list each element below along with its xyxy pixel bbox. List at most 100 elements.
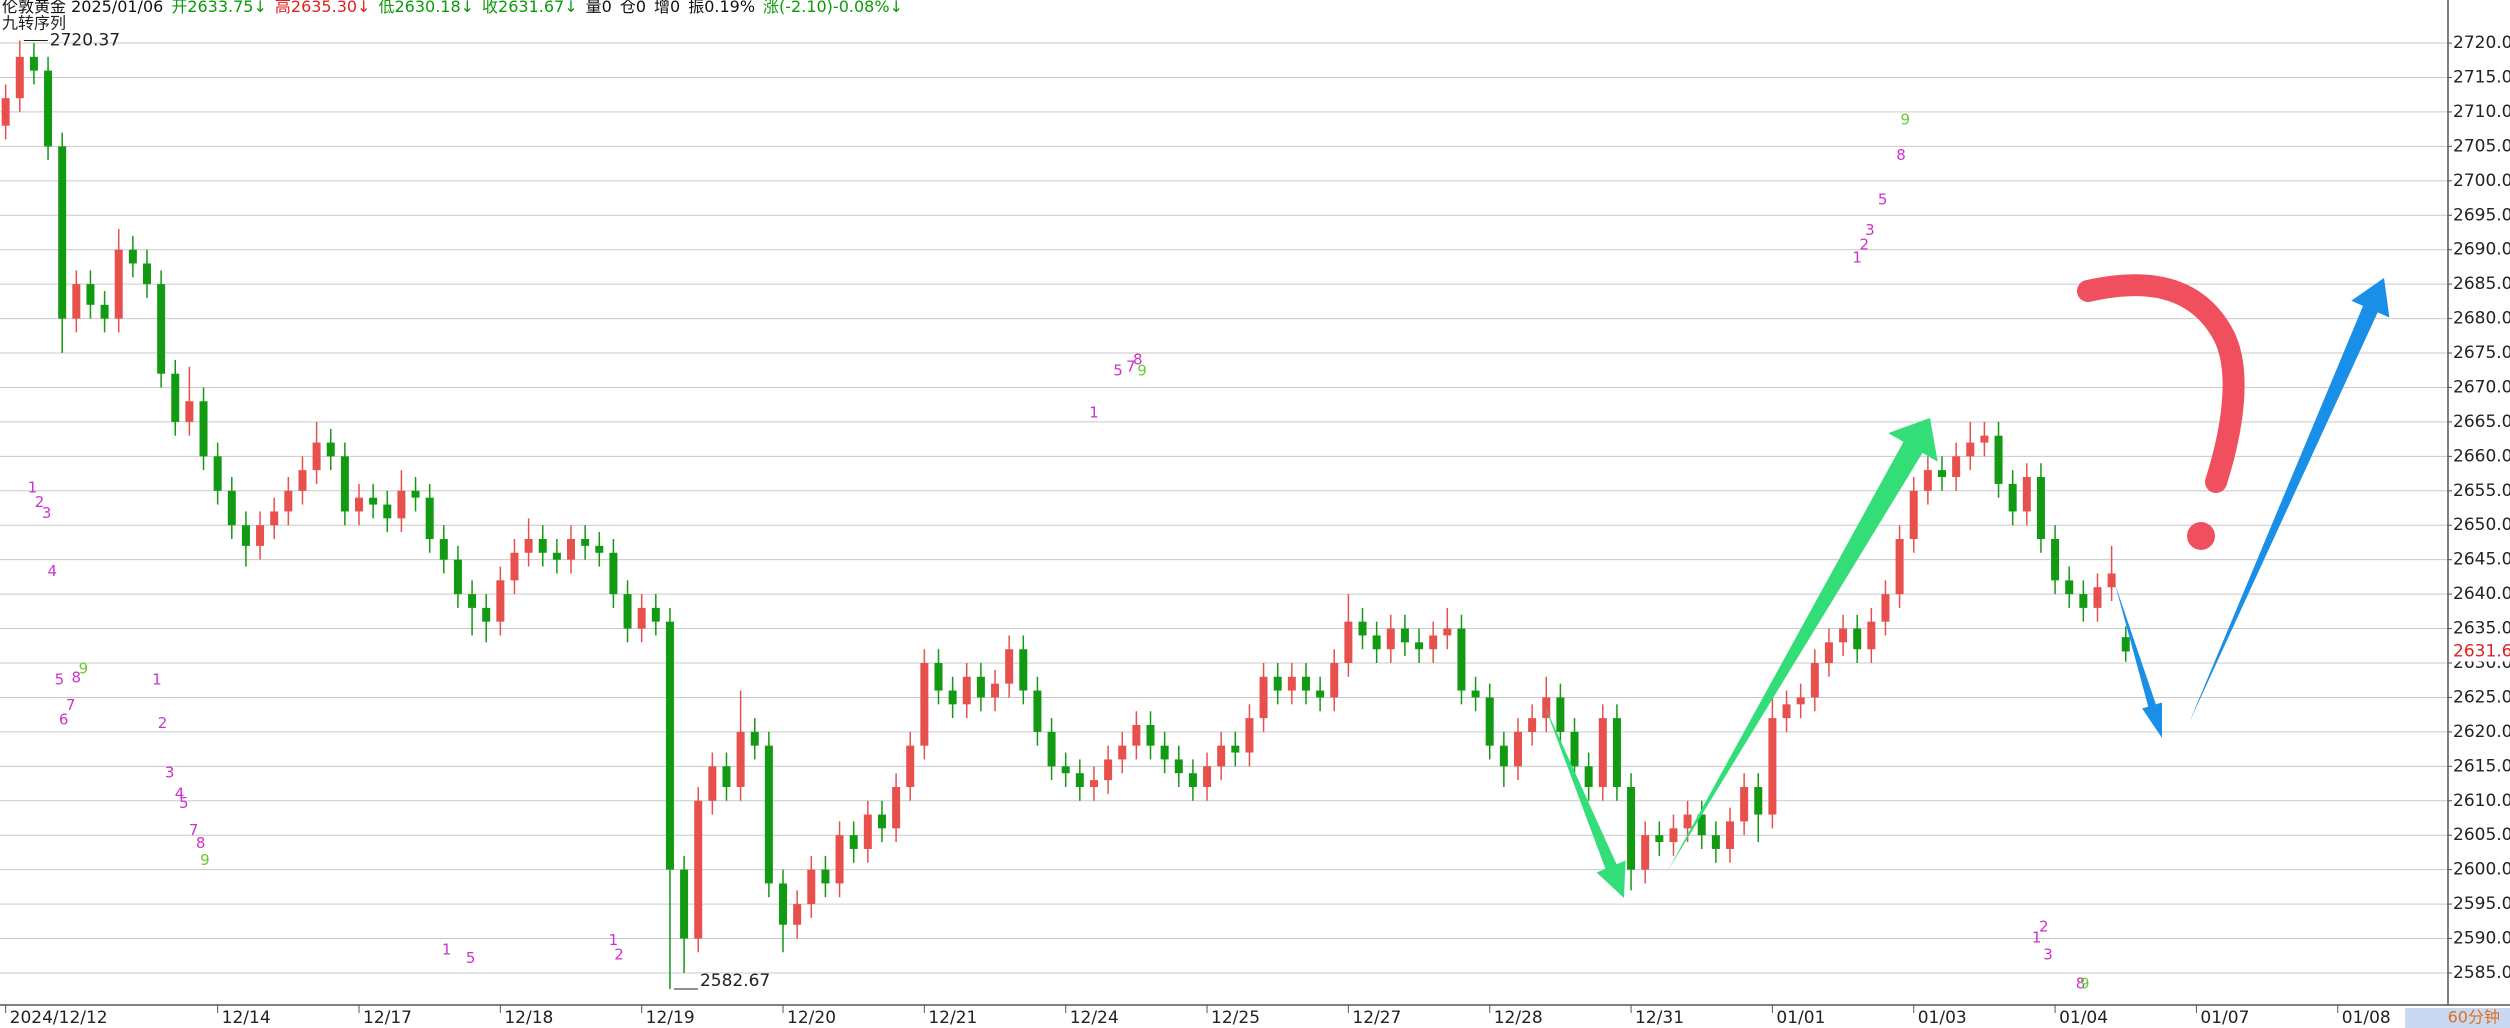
sequence-mark: 7 [1126,357,1136,375]
sequence-mark: 5 [179,794,189,812]
candle-body [1952,456,1961,478]
x-tick-label: 01/03 [1918,1008,1967,1028]
y-tick-label: 2655.00 [2453,481,2510,501]
candle-body [538,539,547,553]
y-tick-label: 2700.00 [2453,171,2510,191]
candle-body [595,545,604,553]
candle-body [1372,635,1381,650]
candle-body [1683,814,1692,829]
candle-body [2036,477,2045,540]
y-tick-label: 2650.00 [2453,515,2510,535]
y-tick-label: 2600.00 [2453,860,2510,880]
candle-body [1344,621,1353,663]
y-tick-label: 2685.00 [2453,274,2510,294]
candle-body [496,580,505,622]
question-mark [2077,274,2245,493]
candle-body [1909,490,1918,540]
candle-body [1231,745,1240,753]
candle-body [1217,745,1226,767]
sequence-mark: 2 [158,714,168,732]
candle-body [962,676,971,705]
candle-body [1400,628,1409,643]
candle-body [1938,470,1947,478]
candle-body [835,835,844,884]
candle-body [1160,745,1169,760]
header-title: 伦敦黄金 2025/01/06 [2,0,163,16]
candle-body [15,56,24,99]
candle-body [1542,697,1551,719]
last-price-label: 2631.67 [2453,641,2510,661]
candle-body [1287,676,1296,691]
sequence-mark: 5 [1878,191,1888,209]
candle-body [736,731,745,787]
extreme-label: 2582.67 [700,971,770,991]
candle-body [1047,731,1056,767]
candle-body [1528,718,1537,732]
candle-body [355,497,364,512]
candle-body [185,401,194,422]
header-field: 开2633.75↓ [171,0,267,16]
x-tick-label: 12/17 [363,1008,412,1028]
candle-body [524,539,533,553]
sequence-mark: 8 [72,669,82,687]
subtitle: 九转序列 [2,14,66,33]
extreme-label: 2720.37 [50,31,120,51]
candle-body [680,869,689,939]
candle-body [920,662,929,746]
candle-body [482,607,491,622]
candle-body [1499,745,1508,767]
x-tick-label: 12/28 [1494,1008,1543,1028]
candle-body [1839,628,1848,643]
candle-body [793,904,802,925]
candle-body [1966,442,1975,457]
candle-body [1867,621,1876,650]
candle-body [1612,718,1621,787]
candle-body [284,490,293,512]
candle-body [1994,435,2003,484]
candle-body [623,594,632,629]
candle-body [128,249,137,264]
y-tick-label: 2585.00 [2453,963,2510,983]
candle-body [991,683,1000,698]
candle-body [199,401,208,457]
x-tick-label: 01/08 [2342,1008,2391,1028]
candle-body [114,249,123,319]
candle-body [369,497,378,505]
sequence-mark: 9 [200,851,210,869]
candle-body [256,525,265,546]
candle-body [439,539,448,560]
candle-body [1584,766,1593,787]
candle-body [425,497,434,540]
candle-body [1598,718,1607,787]
y-tick-label: 2590.00 [2453,929,2510,949]
sequence-mark: 2 [614,946,624,964]
drawn-arrow [2115,584,2163,738]
y-tick-label: 2605.00 [2453,825,2510,845]
header-field: 量0 [586,0,612,16]
candle-body [849,835,858,849]
candle-body [764,745,773,884]
candle-body [1796,697,1805,705]
sequence-mark: 7 [66,696,76,714]
candle-body [609,552,618,595]
y-tick-label: 2610.00 [2453,791,2510,811]
candle-body [1,98,10,126]
y-tick-label: 2660.00 [2453,446,2510,466]
x-tick-label: 12/20 [787,1008,836,1028]
candle-body [1061,766,1070,774]
sequence-mark: 5 [1113,361,1123,379]
candle-body [1641,835,1650,870]
candle-body [1895,539,1904,595]
candle-body [863,814,872,849]
candle-body [1005,649,1014,684]
candle-body [241,525,250,546]
candle-body [2121,637,2130,652]
candle-body [552,552,561,560]
candle-body [1358,621,1367,636]
sequence-mark: 6 [59,711,69,729]
candle-body [1132,724,1141,746]
x-tick-label: 12/31 [1635,1008,1684,1028]
sequence-mark: 1 [2032,928,2042,946]
y-tick-label: 2665.00 [2453,412,2510,432]
